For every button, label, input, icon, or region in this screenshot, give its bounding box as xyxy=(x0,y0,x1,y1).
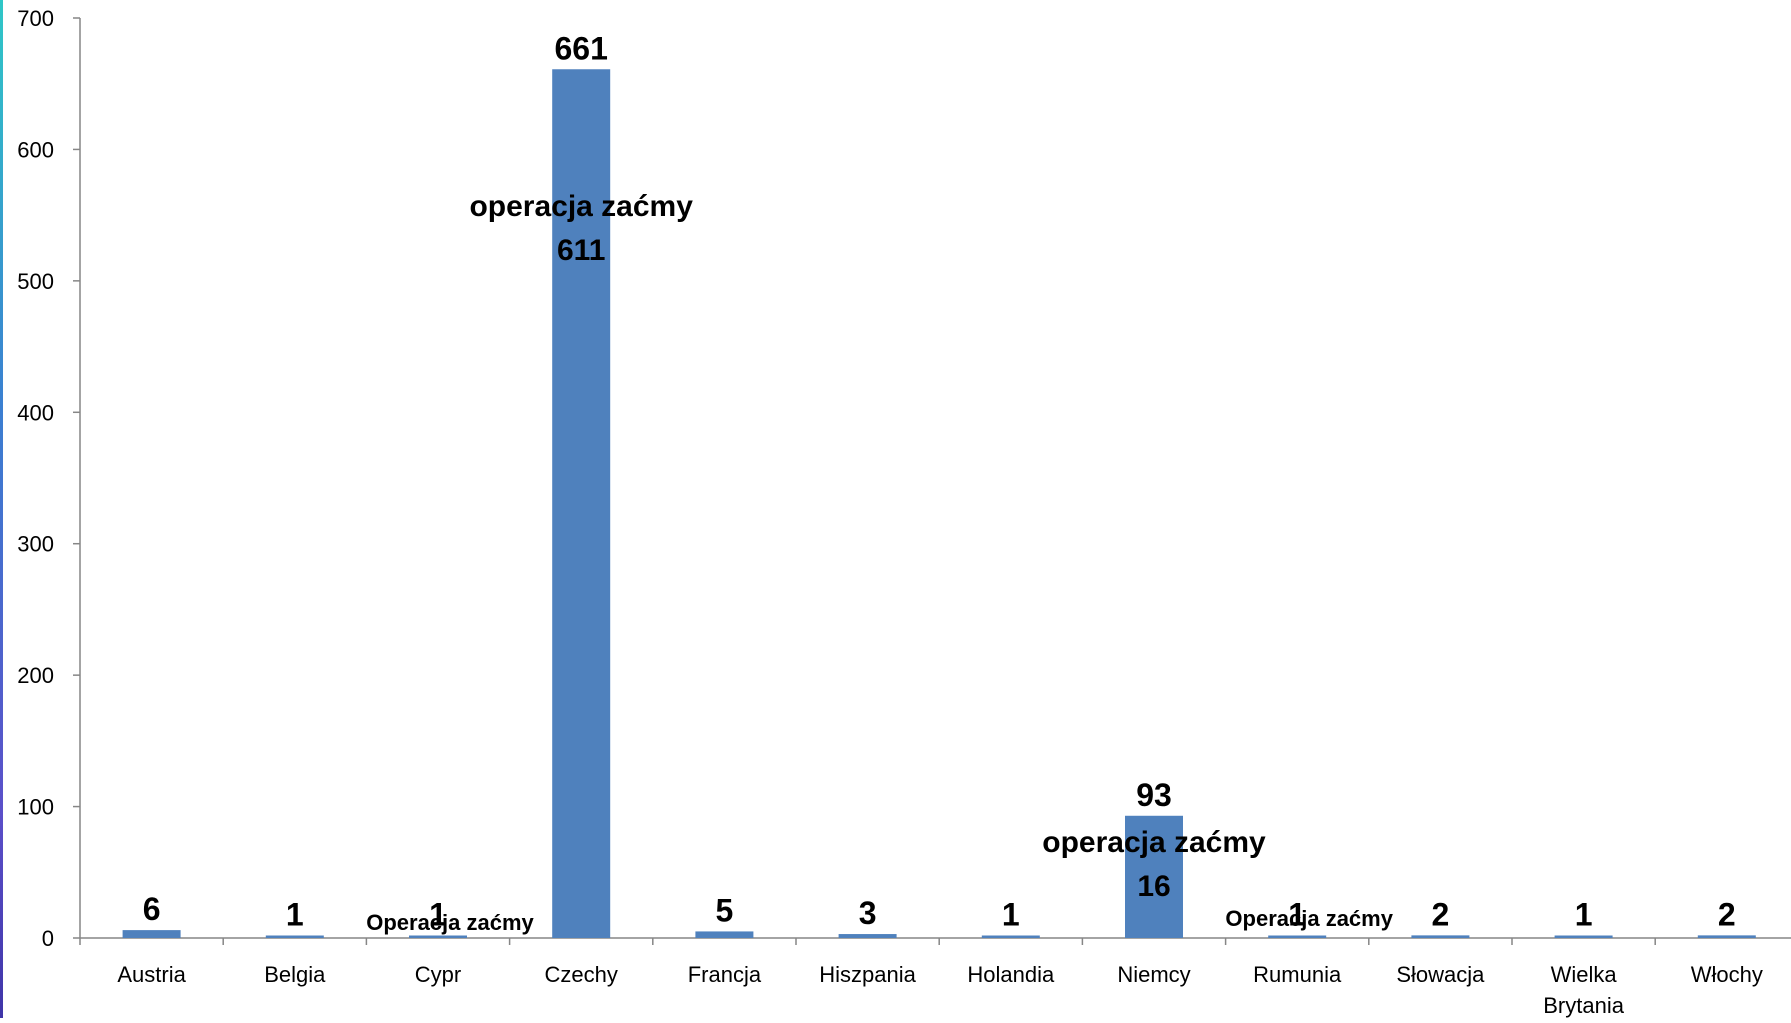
axes: 0 100 200 300 400 500 600 700 xyxy=(17,6,1791,951)
data-label: 2 xyxy=(1718,896,1736,932)
x-category-label: Cypr xyxy=(415,962,461,987)
data-label: 1 xyxy=(1002,897,1020,933)
bar-annotation: Operacja zaćmy xyxy=(366,910,534,935)
x-category-label: Niemcy xyxy=(1117,962,1190,987)
bar xyxy=(1268,935,1327,938)
data-label: 661 xyxy=(555,30,608,66)
y-tick-label: 100 xyxy=(17,795,54,820)
data-label: 1 xyxy=(429,897,447,933)
data-label: 93 xyxy=(1136,777,1172,813)
bar xyxy=(838,934,897,938)
left-edge-stripe xyxy=(0,0,3,1018)
y-tick-label: 0 xyxy=(42,926,54,951)
x-category-label: Holandia xyxy=(967,962,1055,987)
y-tick-label: 300 xyxy=(17,532,54,557)
bar-annotation: operacja zaćmy 611 xyxy=(469,190,693,267)
bar xyxy=(552,69,611,938)
x-category-label: Włochy xyxy=(1691,962,1763,987)
x-category-label: Rumunia xyxy=(1253,962,1342,987)
data-label: 2 xyxy=(1432,896,1450,932)
data-label: 5 xyxy=(716,892,734,928)
y-tick-label: 700 xyxy=(17,6,54,31)
x-category-label: Słowacja xyxy=(1396,962,1485,987)
y-tick-label: 400 xyxy=(17,400,54,425)
data-label: 3 xyxy=(859,895,877,931)
bar xyxy=(1125,815,1183,938)
labels: Austria Belgia Cypr Czechy Francja Hiszpania H… xyxy=(117,30,1763,1018)
x-category-label: Francja xyxy=(688,962,762,987)
x-category-label: Austria xyxy=(117,962,186,987)
x-category-label: Czechy xyxy=(545,962,618,987)
x-category-label: Wielka Brytania xyxy=(1543,962,1624,1018)
bar-annotation: Operacja zaćmy xyxy=(1225,906,1393,931)
bar xyxy=(981,935,1040,938)
bar xyxy=(1554,935,1613,938)
data-label: 1 xyxy=(1288,897,1306,933)
data-label: 1 xyxy=(286,897,304,933)
y-tick-label: 600 xyxy=(17,137,54,162)
data-label: 1 xyxy=(1575,897,1593,933)
data-label: 6 xyxy=(143,891,161,927)
x-category-label: Belgia xyxy=(264,962,326,987)
y-tick-label: 500 xyxy=(17,269,54,294)
bar xyxy=(1697,935,1756,938)
bar-annotation: operacja zaćmy 16 xyxy=(1042,826,1266,903)
bar xyxy=(1411,935,1470,938)
bars xyxy=(122,69,1756,938)
bar xyxy=(265,935,324,938)
x-category-label: Hiszpania xyxy=(819,962,916,987)
bar xyxy=(409,935,467,938)
bar xyxy=(695,931,754,938)
y-tick-label: 200 xyxy=(17,663,54,688)
bar xyxy=(122,930,181,938)
